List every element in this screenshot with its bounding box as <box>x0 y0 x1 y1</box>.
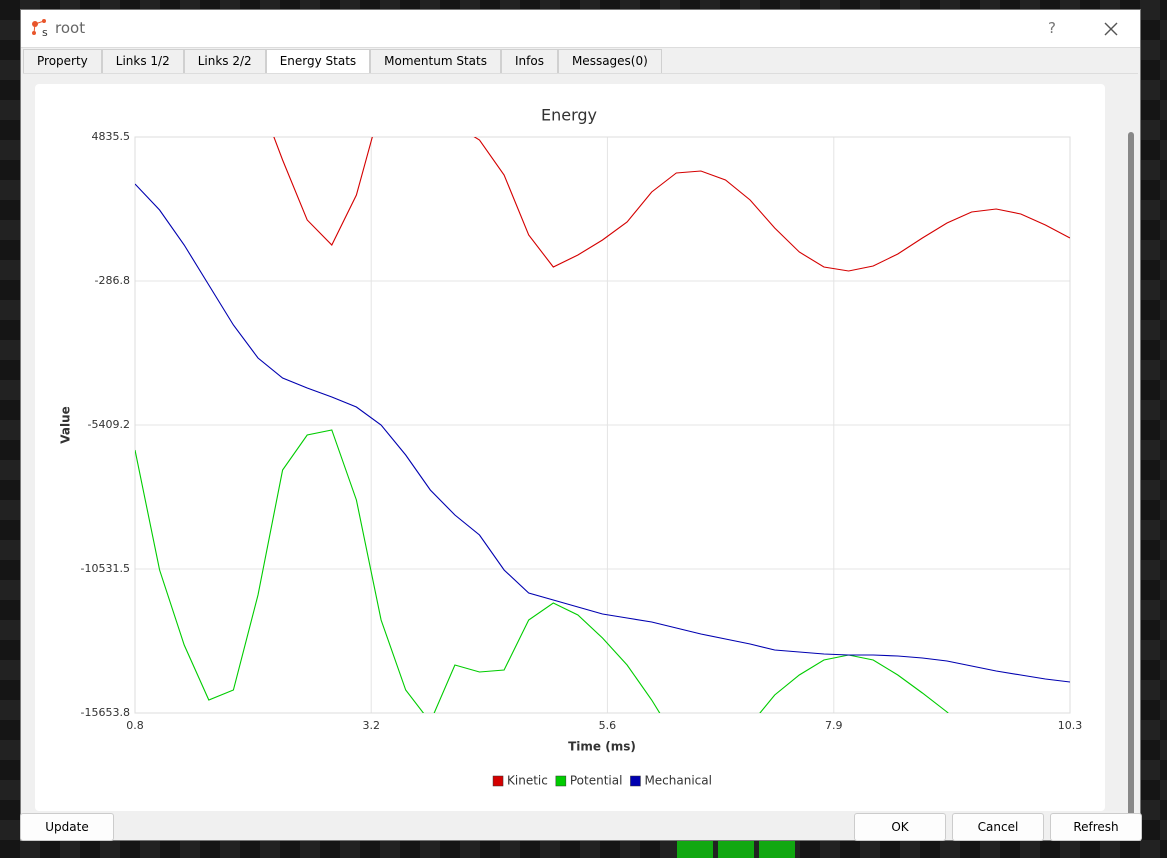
tab[interactable]: Messages(0) <box>557 49 662 73</box>
tab[interactable]: Property <box>23 49 102 73</box>
legend-label: Kinetic <box>507 774 548 788</box>
button[interactable]: OK <box>854 813 946 841</box>
x-tick-label: 7.9 <box>825 719 843 732</box>
tab[interactable]: Infos <box>500 49 558 73</box>
title-bar: s root ? <box>21 10 1140 48</box>
y-tick-label: -15653.8 <box>81 706 130 719</box>
legend-swatch <box>492 775 504 787</box>
chart-title: Energy <box>541 106 597 125</box>
x-tick-label: 5.6 <box>599 719 617 732</box>
decor <box>677 840 713 858</box>
decor <box>759 840 795 858</box>
legend-swatch <box>555 775 567 787</box>
y-tick-label: -5409.2 <box>88 418 130 431</box>
close-button[interactable] <box>1104 22 1118 36</box>
y-tick-label: -10531.5 <box>81 562 130 575</box>
legend-label: Mechanical <box>644 774 712 788</box>
tab[interactable]: Momentum Stats <box>370 49 501 73</box>
legend-label: Potential <box>570 774 623 788</box>
y-tick-label: -286.8 <box>95 274 130 287</box>
chart-panel <box>35 84 1105 811</box>
series-line <box>135 183 1070 683</box>
scrollbar[interactable] <box>1128 132 1134 827</box>
x-tick-label: 3.2 <box>362 719 380 732</box>
x-tick-label: 0.8 <box>126 719 144 732</box>
app-icon: s <box>32 19 48 39</box>
series-line <box>273 137 1070 272</box>
x-tick-label: 10.3 <box>1058 719 1083 732</box>
button[interactable]: Refresh <box>1050 813 1142 841</box>
tab-pane <box>23 73 1138 827</box>
tab[interactable]: Links 1/2 <box>101 49 184 73</box>
plot-area <box>135 137 1070 713</box>
button[interactable]: Update <box>20 813 114 841</box>
x-axis-label: Time (ms) <box>568 740 636 754</box>
button[interactable]: Cancel <box>952 813 1044 841</box>
y-axis-label: Value <box>59 406 73 444</box>
y-tick-label: 4835.5 <box>92 130 131 143</box>
plot-frame <box>134 136 1071 714</box>
help-button[interactable]: ? <box>1048 19 1056 37</box>
legend-swatch <box>630 775 641 787</box>
svg-text:s: s <box>42 26 48 39</box>
window-title: root <box>55 19 86 37</box>
tab-bar: Property Links 1/2 Links 2/2 Energy Stats Mo… <box>23 49 662 73</box>
series-line <box>135 429 949 713</box>
tab[interactable]: Links 2/2 <box>183 49 266 73</box>
tab[interactable]: Energy Stats <box>265 49 371 73</box>
decor <box>718 840 754 858</box>
